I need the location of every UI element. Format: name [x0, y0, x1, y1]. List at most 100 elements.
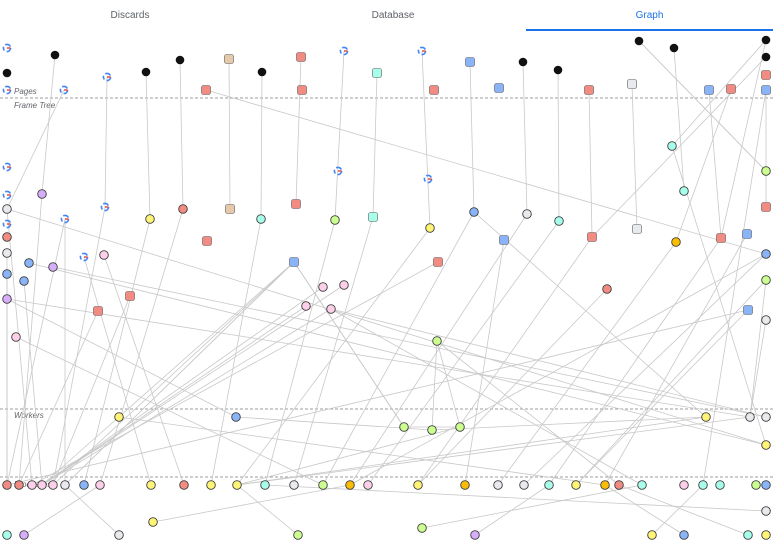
graph-node[interactable] — [339, 280, 349, 290]
graph-node[interactable] — [178, 204, 188, 214]
graph-node[interactable] — [145, 214, 155, 224]
graph-node[interactable] — [148, 517, 158, 527]
site-favicon-icon[interactable] — [499, 235, 509, 245]
favicon-icon[interactable] — [761, 52, 771, 62]
google-icon[interactable] — [2, 162, 12, 172]
graph-node[interactable] — [2, 232, 12, 242]
google-icon[interactable] — [59, 85, 69, 95]
graph-node[interactable] — [2, 294, 12, 304]
graph-node[interactable] — [48, 262, 58, 272]
site-favicon-icon[interactable] — [372, 68, 382, 78]
graph-node[interactable] — [519, 480, 529, 490]
graph-node[interactable] — [761, 440, 771, 450]
site-favicon-icon[interactable] — [761, 202, 771, 212]
google-icon[interactable] — [339, 46, 349, 56]
graph-node[interactable] — [318, 282, 328, 292]
site-favicon-icon[interactable] — [716, 233, 726, 243]
tab-graph[interactable]: Graph — [526, 0, 773, 31]
graph-node[interactable] — [231, 412, 241, 422]
graph-node[interactable] — [455, 422, 465, 432]
site-favicon-icon[interactable] — [289, 257, 299, 267]
graph-node[interactable] — [19, 276, 29, 286]
graph-node[interactable] — [602, 284, 612, 294]
graph-node[interactable] — [260, 480, 270, 490]
graph-node[interactable] — [179, 480, 189, 490]
graph-node[interactable] — [679, 530, 689, 540]
graph-node[interactable] — [701, 412, 711, 422]
graph-node[interactable] — [427, 425, 437, 435]
favicon-icon[interactable] — [553, 65, 563, 75]
graph-node[interactable] — [761, 166, 771, 176]
graph-node[interactable] — [114, 530, 124, 540]
site-favicon-icon[interactable] — [296, 52, 306, 62]
favicon-icon[interactable] — [175, 55, 185, 65]
graph-node[interactable] — [60, 480, 70, 490]
google-icon[interactable] — [60, 214, 70, 224]
graph-node[interactable] — [671, 237, 681, 247]
site-favicon-icon[interactable] — [201, 85, 211, 95]
google-icon[interactable] — [79, 252, 89, 262]
google-icon[interactable] — [2, 190, 12, 200]
graph-node[interactable] — [460, 480, 470, 490]
graph-node[interactable] — [432, 336, 442, 346]
tab-database[interactable]: Database — [371, 10, 415, 21]
graph-node[interactable] — [761, 506, 771, 516]
graph-node[interactable] — [761, 315, 771, 325]
graph-node[interactable] — [761, 412, 771, 422]
graph-node[interactable] — [413, 480, 423, 490]
graph-node[interactable] — [11, 332, 21, 342]
graph-node[interactable] — [667, 141, 677, 151]
graph-node[interactable] — [743, 530, 753, 540]
site-favicon-icon[interactable] — [761, 70, 771, 80]
site-favicon-icon[interactable] — [224, 54, 234, 64]
graph-node[interactable] — [318, 480, 328, 490]
graph-node[interactable] — [761, 275, 771, 285]
favicon-icon[interactable] — [141, 67, 151, 77]
graph-node[interactable] — [554, 216, 564, 226]
graph-node[interactable] — [544, 480, 554, 490]
favicon-icon[interactable] — [50, 50, 60, 60]
favicon-icon[interactable] — [669, 43, 679, 53]
graph-node[interactable] — [647, 530, 657, 540]
graph-node[interactable] — [95, 480, 105, 490]
google-icon[interactable] — [2, 43, 12, 53]
graph-node[interactable] — [48, 480, 58, 490]
graph-node[interactable] — [679, 186, 689, 196]
site-favicon-icon[interactable] — [743, 305, 753, 315]
graph-node[interactable] — [2, 269, 12, 279]
graph-node[interactable] — [330, 215, 340, 225]
graph-node[interactable] — [19, 530, 29, 540]
graph-node[interactable] — [469, 207, 479, 217]
graph-node[interactable] — [2, 530, 12, 540]
site-favicon-icon[interactable] — [465, 57, 475, 67]
graph-node[interactable] — [425, 223, 435, 233]
graph-node[interactable] — [363, 480, 373, 490]
graph-node[interactable] — [761, 530, 771, 540]
graph-node[interactable] — [301, 301, 311, 311]
graph-node[interactable] — [614, 480, 624, 490]
graph-node[interactable] — [345, 480, 355, 490]
google-icon[interactable] — [417, 46, 427, 56]
site-favicon-icon[interactable] — [433, 257, 443, 267]
graph-node[interactable] — [761, 249, 771, 259]
graph-node[interactable] — [571, 480, 581, 490]
site-favicon-icon[interactable] — [202, 236, 212, 246]
google-icon[interactable] — [100, 202, 110, 212]
site-favicon-icon[interactable] — [584, 85, 594, 95]
graph-node[interactable] — [24, 258, 34, 268]
graph-node[interactable] — [751, 480, 761, 490]
site-favicon-icon[interactable] — [761, 85, 771, 95]
graph-node[interactable] — [493, 480, 503, 490]
graph-node[interactable] — [99, 250, 109, 260]
graph-node[interactable] — [715, 480, 725, 490]
graph-node[interactable] — [114, 412, 124, 422]
graph-node[interactable] — [206, 480, 216, 490]
graph-node[interactable] — [37, 189, 47, 199]
graph-node[interactable] — [522, 209, 532, 219]
graph-node[interactable] — [417, 523, 427, 533]
google-icon[interactable] — [423, 174, 433, 184]
site-favicon-icon[interactable] — [225, 204, 235, 214]
google-icon[interactable] — [2, 85, 12, 95]
favicon-icon[interactable] — [634, 36, 644, 46]
